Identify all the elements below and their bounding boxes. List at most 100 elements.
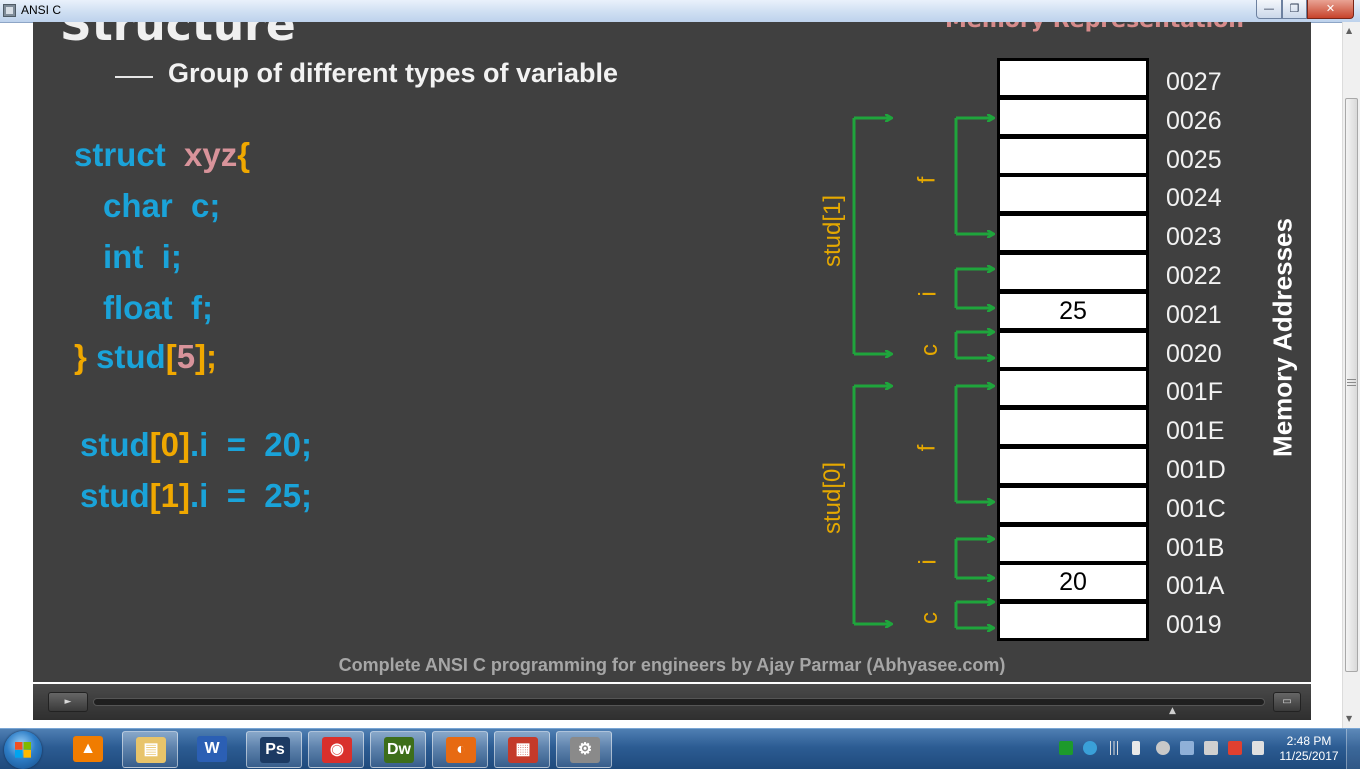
taskbar-app-dreamweaver[interactable]: Dw (370, 731, 426, 768)
memory-address: 001E (1166, 417, 1225, 446)
slide-canvas: Structure Memory Representation Group of… (33, 22, 1311, 682)
code-keyword: struct (74, 136, 166, 173)
scroll-down-icon[interactable]: ▼ (1346, 714, 1353, 723)
app-icon (3, 4, 16, 17)
word-icon: W (197, 736, 227, 762)
label-member-c-0: c (916, 612, 943, 624)
battery-icon[interactable] (1132, 741, 1140, 755)
memory-cell (997, 484, 1149, 525)
taskbar-app-chrome[interactable]: ◉ (308, 731, 364, 768)
label-stud0: stud[0] (819, 461, 847, 535)
memory-addresses-label: Memory Addresses (1267, 218, 1298, 457)
slide-subtitle: Memory Representation (945, 22, 1244, 33)
seek-bar[interactable] (93, 698, 1265, 706)
clock-time: 2:48 PM (1286, 734, 1332, 748)
code-assign-index: [1] (149, 477, 191, 514)
code-var-name: stud (96, 338, 166, 375)
memory-cell (997, 135, 1149, 176)
vertical-scrollbar[interactable]: ▲ ▼ (1342, 22, 1360, 728)
display-icon[interactable] (1204, 741, 1218, 755)
memory-cell (997, 601, 1149, 642)
label-member-i-0: i (914, 559, 942, 565)
memory-address: 001F (1166, 378, 1223, 407)
memory-cell (997, 58, 1149, 98)
memory-address: 0023 (1166, 223, 1222, 252)
minimize-button[interactable]: — (1256, 0, 1282, 19)
code-assign-1: stud[1].i = 25; (80, 477, 312, 515)
taskbar-app-firefox[interactable]: ◐ (432, 731, 488, 768)
memory-cell (997, 329, 1149, 370)
memory-cell (997, 523, 1149, 564)
code-line-float: float f; (103, 289, 213, 326)
maximize-button[interactable]: ❐ (1282, 0, 1307, 19)
show-desktop-button[interactable] (1346, 729, 1360, 769)
code-assign-rest: .i = 25; (190, 477, 312, 514)
memory-address: 001A (1166, 572, 1225, 601)
network-tray-icon[interactable] (1083, 741, 1097, 755)
chrome-icon: ◉ (322, 737, 352, 763)
memory-cell (997, 446, 1149, 486)
system-clock[interactable]: 2:48 PM 11/25/2017 (1278, 734, 1340, 764)
tray-app-icon[interactable] (1156, 741, 1170, 755)
code-assign-var: stud (80, 477, 150, 514)
volume-icon[interactable] (1252, 741, 1264, 755)
windows-app-icon: ▦ (508, 737, 538, 763)
taskbar-app-settings-app[interactable]: ⚙ (556, 731, 612, 768)
dreamweaver-icon: Dw (384, 737, 414, 763)
memory-cell: 25 (997, 290, 1149, 331)
taskbar-app-windows-app[interactable]: ▦ (494, 731, 550, 768)
start-button[interactable] (4, 731, 42, 769)
memory-address: 0020 (1166, 339, 1222, 368)
code-array-size: 5 (176, 338, 196, 375)
label-member-c-1: c (916, 344, 943, 356)
vlc-icon: ▲ (73, 736, 103, 762)
code-assign-var: stud (80, 426, 150, 463)
scroll-up-icon[interactable]: ▲ (1346, 26, 1353, 35)
label-stud1: stud[1] (819, 194, 847, 268)
fullscreen-button[interactable]: ▭ (1273, 692, 1301, 712)
memory-address: 0019 (1166, 611, 1222, 640)
code-bracket-end: ]; (195, 338, 218, 375)
code-line-struct: struct xyz{ (74, 136, 250, 174)
memory-address: 0025 (1166, 145, 1222, 174)
action-center-icon[interactable] (1228, 741, 1242, 755)
memory-cell (997, 407, 1149, 448)
code-assign-index: [0] (149, 426, 191, 463)
memory-address: 001D (1166, 456, 1226, 484)
label-member-i-1: i (914, 291, 942, 297)
memory-address: 0021 (1166, 300, 1222, 329)
photoshop-icon: Ps (260, 737, 290, 763)
scroll-thumb[interactable] (1345, 98, 1358, 672)
code-bracket: [ (165, 338, 177, 375)
slide-title: Structure (60, 22, 296, 51)
explorer-icon: ▤ (136, 737, 166, 763)
code-assign-rest: .i = 20; (190, 426, 312, 463)
bullet-dash (115, 76, 153, 78)
label-member-f-0: f (913, 444, 941, 452)
grip-icon (1347, 379, 1356, 387)
bullet-text: Group of different types of variable (168, 58, 619, 88)
memory-cell (997, 368, 1149, 409)
signal-icon[interactable] (1107, 741, 1121, 755)
taskbar-app-word[interactable]: W (184, 731, 240, 768)
memory-address: 0026 (1166, 106, 1222, 135)
label-member-f-1: f (913, 176, 941, 184)
quicktime-tray-icon[interactable] (1059, 741, 1073, 755)
seek-marker-icon[interactable]: ▲ (1169, 706, 1176, 716)
memory-address: 001C (1166, 494, 1226, 523)
code-close-brace: } (74, 338, 87, 375)
tray-network-icon[interactable] (1180, 741, 1194, 755)
memory-cell (997, 174, 1149, 215)
taskbar-app-photoshop[interactable]: Ps (246, 731, 302, 768)
memory-cell (997, 252, 1149, 292)
settings-app-icon: ⚙ (570, 737, 600, 763)
taskbar-app-vlc[interactable]: ▲ (60, 731, 116, 768)
play-button[interactable]: ► (48, 692, 88, 712)
memory-address: 0024 (1166, 184, 1222, 213)
close-button[interactable]: ✕ (1307, 0, 1354, 19)
window-title: ANSI C (21, 3, 62, 17)
code-open-brace: { (237, 136, 251, 173)
memory-cell (997, 213, 1149, 254)
taskbar-app-explorer[interactable]: ▤ (122, 731, 178, 768)
window-title-bar: ANSI C — ❐ ✕ (0, 0, 1360, 23)
